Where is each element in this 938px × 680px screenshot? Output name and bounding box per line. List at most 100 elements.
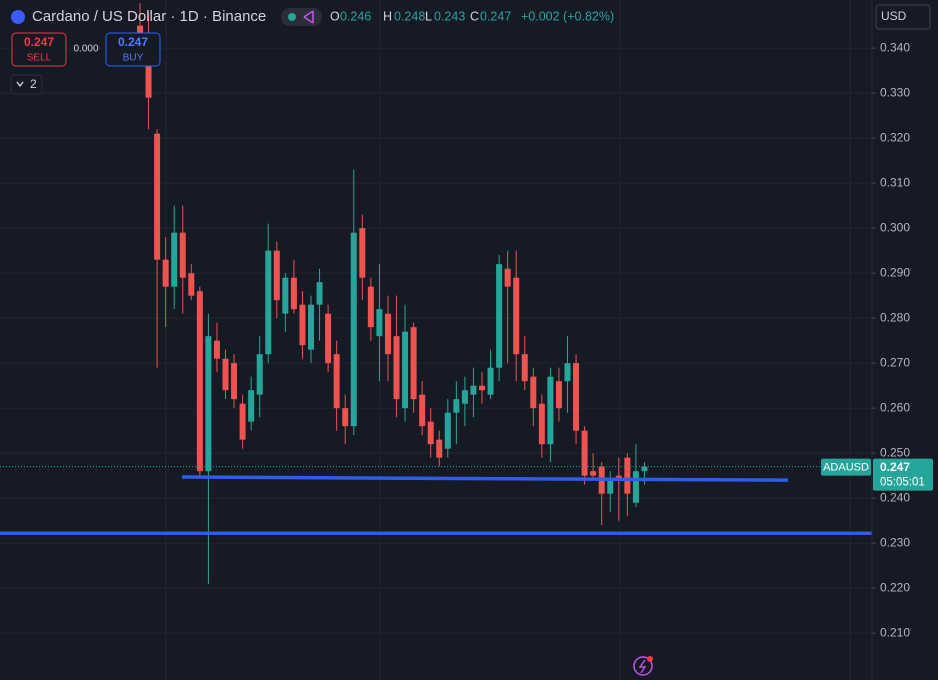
- grid: [0, 0, 872, 680]
- indicator-count[interactable]: 2: [30, 77, 37, 91]
- buy-label[interactable]: BUY: [123, 53, 144, 64]
- sell-price[interactable]: 0.247: [24, 35, 54, 49]
- candle-body: [325, 313, 332, 364]
- price-tags: ADAUSD 0.247 05:05:01: [821, 458, 933, 491]
- candle-body: [171, 232, 178, 287]
- ohlc-value: 0.243: [434, 9, 465, 23]
- buy-button[interactable]: [105, 32, 161, 67]
- candle-body: [248, 390, 255, 422]
- y-tick-label: 0.220: [880, 580, 910, 594]
- buy-price[interactable]: 0.247: [118, 35, 148, 49]
- plot-area: [0, 3, 872, 584]
- y-tick-label: 0.310: [880, 175, 910, 189]
- candle-body: [290, 277, 297, 310]
- candle-body: [590, 471, 597, 476]
- candle-body: [402, 331, 409, 409]
- candle-body: [564, 363, 571, 382]
- candle-body: [427, 421, 434, 445]
- candle-body: [581, 430, 588, 476]
- candle-body: [273, 250, 280, 301]
- candle-body: [624, 457, 631, 494]
- candle-body: [282, 277, 289, 314]
- currency[interactable]: USD: [881, 9, 907, 23]
- candle-body: [479, 385, 485, 391]
- y-tick-label: 0.250: [880, 445, 910, 459]
- status-pill[interactable]: [281, 8, 322, 26]
- candle-body: [316, 282, 323, 305]
- indicators-toggle[interactable]: [10, 74, 43, 95]
- replay-button[interactable]: [633, 656, 653, 676]
- last-price-label: 0.247: [880, 460, 910, 474]
- last-price-tag: [873, 458, 933, 491]
- symbol-tag: [821, 458, 871, 476]
- y-tick-label: 0.240: [880, 490, 910, 504]
- ohlc-value: 0.246: [340, 9, 371, 23]
- y-tick-label: 0.330: [880, 85, 910, 99]
- candle-body: [359, 228, 366, 278]
- y-tick-label: 0.270: [880, 355, 910, 369]
- price-axis-background: [872, 0, 938, 680]
- candle-body: [350, 232, 357, 427]
- currency-button[interactable]: [875, 4, 931, 30]
- candle-body: [393, 336, 400, 400]
- candle-body: [641, 466, 648, 472]
- candle-body: [453, 399, 460, 413]
- candle-body: [410, 327, 417, 400]
- candle-body: [239, 403, 246, 440]
- candle-body: [504, 268, 511, 287]
- candle-body: [530, 376, 537, 409]
- sell-label[interactable]: SELL: [27, 53, 52, 64]
- sell-button[interactable]: [11, 32, 67, 67]
- candle-body: [461, 390, 468, 404]
- candle-body: [513, 277, 520, 355]
- status-dot: [288, 13, 296, 21]
- ohlc-value: 0.248: [394, 9, 425, 23]
- candle-body: [632, 471, 639, 503]
- candle-body: [308, 304, 314, 350]
- candle-body: [154, 133, 161, 260]
- header: Cardano / US Dollar · 1D · Binance O 0.2…: [10, 8, 614, 95]
- y-tick-label: 0.260: [880, 400, 910, 414]
- y-tick-label: 0.280: [880, 310, 910, 324]
- replay-icon[interactable]: [633, 656, 653, 676]
- spread: 0.000: [73, 44, 98, 55]
- status-icon: [303, 10, 314, 24]
- symbol-icon: [11, 10, 25, 24]
- candle-body: [222, 358, 229, 391]
- candle-body: [436, 439, 443, 458]
- countdown: 05:05:01: [880, 477, 925, 489]
- symbol-label: ADAUSD: [823, 462, 869, 474]
- candle-body: [376, 309, 383, 337]
- candle-body: [419, 394, 426, 427]
- y-tick-label: 0.340: [880, 40, 910, 54]
- bolt: [638, 659, 647, 674]
- y-tick-label: 0.320: [880, 130, 910, 144]
- candle-body: [299, 304, 306, 346]
- ohlc-value: 0.247: [480, 9, 511, 23]
- candle-body: [470, 385, 477, 395]
- candle-body: [384, 313, 391, 355]
- ohlc-label: C: [470, 9, 479, 23]
- candle-body: [444, 412, 451, 449]
- candle-body: [265, 250, 272, 355]
- candle-body: [205, 336, 212, 472]
- candle-body: [333, 354, 340, 409]
- candle-body: [538, 403, 545, 445]
- chart-title[interactable]: Cardano / US Dollar · 1D · Binance: [32, 8, 266, 25]
- candle-body: [555, 381, 562, 409]
- candle-body: [256, 354, 263, 395]
- candle-body: [231, 363, 238, 400]
- candle-body: [213, 340, 220, 359]
- candle-body: [188, 273, 195, 296]
- candle-body: [196, 291, 203, 472]
- candle-body: [496, 264, 503, 368]
- candle-body: [487, 367, 494, 395]
- candle-body: [342, 408, 349, 427]
- trend-line: [181, 475, 789, 482]
- y-tick-label: 0.300: [880, 220, 910, 234]
- notification-dot: [647, 656, 653, 662]
- y-tick-label: 0.290: [880, 265, 910, 279]
- chevron: [16, 81, 24, 88]
- ohlc-label: H: [383, 9, 392, 23]
